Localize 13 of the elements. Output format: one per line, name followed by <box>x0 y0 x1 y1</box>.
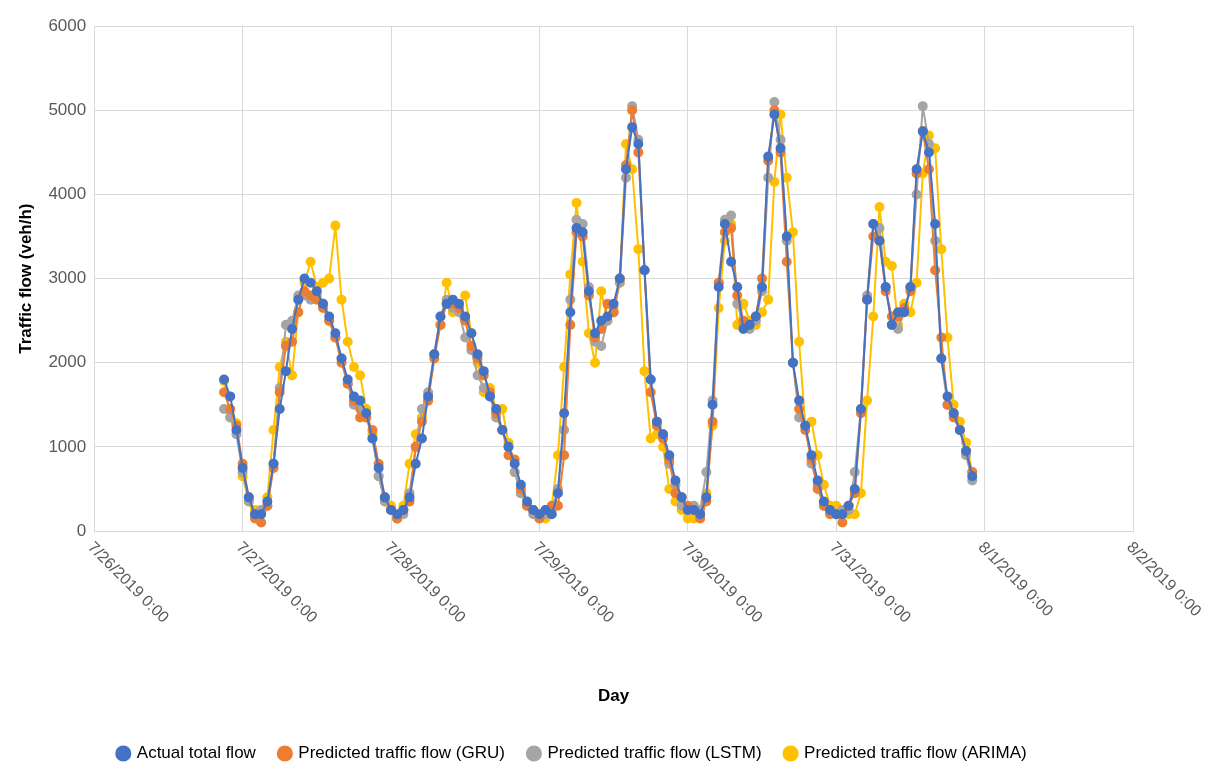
legend-label: Predicted traffic flow (LSTM) <box>547 743 762 763</box>
legend-label: Predicted traffic flow (GRU) <box>298 743 505 763</box>
legend-label: Predicted traffic flow (ARIMA) <box>804 743 1027 763</box>
y-tick-label: 5000 <box>48 100 87 120</box>
legend-label: Actual total flow <box>136 743 257 763</box>
y-axis-title: Traffic flow (veh/h) <box>15 203 35 354</box>
x-axis-title: Day <box>598 686 630 706</box>
y-tick-label: 1000 <box>48 436 87 456</box>
y-tick-label: 6000 <box>48 15 87 35</box>
y-tick-label: 2000 <box>48 352 87 372</box>
y-tick-label: 4000 <box>48 184 87 204</box>
y-tick-label: 0 <box>76 520 87 540</box>
y-tick-label: 3000 <box>48 268 87 288</box>
